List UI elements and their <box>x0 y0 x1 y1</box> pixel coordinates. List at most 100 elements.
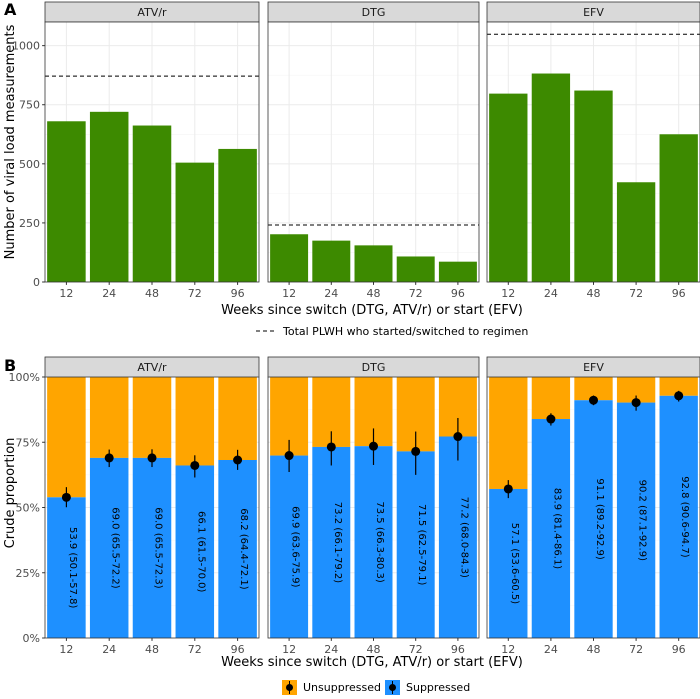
bar-suppressed-0-1 <box>89 457 129 638</box>
x-tick-label: 96 <box>231 643 245 656</box>
bar-label-0-2: 69.0 (65.5-72.3) <box>153 507 164 588</box>
point-estimate-2-3 <box>631 398 641 408</box>
bar-label-1-2: 73.5 (66.3-80.3) <box>374 501 385 582</box>
x-tick-label: 96 <box>672 287 686 300</box>
bar-unsuppressed-0-0 <box>47 377 86 498</box>
panel-a-tag: A <box>4 0 17 19</box>
panel-b-x-axis-title: Weeks since switch (DTG, ATV/r) or start… <box>221 655 523 670</box>
bar-label-1-0: 69.9 (63.6-75.9) <box>290 506 301 587</box>
y-tick-label: 0 <box>33 276 40 289</box>
y-tick-label: 50% <box>16 502 40 515</box>
panel-b-tag: B <box>4 356 16 375</box>
bar-dtg-24 <box>312 240 351 282</box>
x-tick-label: 24 <box>544 287 558 300</box>
bar-unsuppressed-0-1 <box>89 377 129 458</box>
bar-unsuppressed-0-3 <box>175 377 215 466</box>
x-tick-label: 72 <box>629 287 643 300</box>
x-tick-label: 48 <box>587 643 601 656</box>
point-estimate-0-4 <box>233 455 243 465</box>
bar-suppressed-0-2 <box>132 457 172 638</box>
x-tick-label: 12 <box>501 643 515 656</box>
bar-label-2-1: 83.9 (81.4-86.1) <box>551 488 562 569</box>
x-tick-label: 96 <box>451 287 465 300</box>
y-tick-label: 250 <box>19 217 40 230</box>
y-tick-label: 75% <box>16 436 40 449</box>
bar-suppressed-1-1 <box>312 446 351 638</box>
x-tick-label: 12 <box>282 643 296 656</box>
point-estimate-0-1 <box>104 453 114 463</box>
point-estimate-1-3 <box>411 446 421 456</box>
y-tick-label: 1000 <box>12 40 40 53</box>
bar-label-0-1: 69.0 (65.5-72.2) <box>110 507 121 588</box>
x-tick-label: 24 <box>324 643 338 656</box>
facet-strip-label-2: EFV <box>583 6 604 19</box>
x-tick-label: 96 <box>231 287 245 300</box>
x-tick-label: 96 <box>451 643 465 656</box>
x-tick-label: 72 <box>188 643 202 656</box>
x-tick-label: 48 <box>145 643 159 656</box>
bar-efv-24 <box>531 73 571 282</box>
x-tick-label: 72 <box>188 287 202 300</box>
bar-efv-72 <box>616 182 656 282</box>
x-tick-label: 24 <box>102 287 116 300</box>
x-tick-label: 24 <box>544 643 558 656</box>
x-tick-label: 48 <box>367 643 381 656</box>
point-estimate-1-1 <box>326 442 336 452</box>
bar-atvr-72 <box>175 162 215 282</box>
x-tick-label: 12 <box>59 287 73 300</box>
bar-unsuppressed-0-2 <box>132 377 172 458</box>
panel-a: A Number of viral load measurements Week… <box>3 0 700 338</box>
y-tick-label: 750 <box>19 99 40 112</box>
facet-strip-label-1: DTG <box>362 6 386 19</box>
bar-efv-96 <box>659 134 698 282</box>
bar-atvr-96 <box>218 148 257 282</box>
x-tick-label: 48 <box>145 287 159 300</box>
facet-strip-label-2: EFV <box>583 361 604 374</box>
bar-suppressed-1-0 <box>270 455 309 638</box>
x-tick-label: 96 <box>672 643 686 656</box>
bar-unsuppressed-2-1 <box>531 377 571 420</box>
point-estimate-0-3 <box>190 460 200 470</box>
panel-b: B Crude proportion Weeks since switch (D… <box>3 356 700 695</box>
bar-unsuppressed-2-2 <box>574 377 613 401</box>
bar-suppressed-2-0 <box>489 488 528 638</box>
bar-atvr-24 <box>89 111 129 283</box>
facet-strip-label-1: DTG <box>362 361 386 374</box>
point-estimate-1-4 <box>453 432 463 442</box>
x-tick-label: 72 <box>409 287 423 300</box>
bar-unsuppressed-2-0 <box>489 377 528 489</box>
y-tick-label: 500 <box>19 158 40 171</box>
bar-suppressed-1-2 <box>354 446 393 638</box>
point-estimate-0-2 <box>147 453 157 463</box>
bar-efv-12 <box>489 93 528 282</box>
bar-label-0-3: 66.1 (61.5-70.0) <box>195 511 206 592</box>
facet-strip-label-0: ATV/r <box>137 361 167 374</box>
bar-suppressed-2-2 <box>574 400 613 638</box>
bar-label-2-0: 57.1 (53.6-60.5) <box>509 523 520 604</box>
bar-suppressed-0-4 <box>218 459 257 638</box>
y-tick-label: 25% <box>16 567 40 580</box>
y-tick-label: 100% <box>9 371 40 384</box>
facet-strip-label-0: ATV/r <box>137 6 167 19</box>
point-estimate-0-0 <box>61 492 71 502</box>
x-tick-label: 48 <box>367 287 381 300</box>
bar-suppressed-1-3 <box>396 451 435 638</box>
bar-label-2-3: 90.2 (87.1-92.9) <box>637 480 648 561</box>
bar-label-0-0: 53.9 (50.1-57.8) <box>67 527 78 608</box>
x-tick-label: 24 <box>102 643 116 656</box>
bar-label-1-1: 73.2 (66.1-79.2) <box>332 502 343 583</box>
point-estimate-2-2 <box>589 395 598 405</box>
bar-suppressed-2-4 <box>659 395 698 638</box>
legend-suppressed-label: Suppressed <box>406 681 470 694</box>
bar-dtg-96 <box>438 261 477 282</box>
point-estimate-1-0 <box>284 451 294 461</box>
x-tick-label: 24 <box>324 287 338 300</box>
bar-atvr-48 <box>132 125 172 282</box>
bar-dtg-12 <box>270 234 309 282</box>
x-tick-label: 72 <box>409 643 423 656</box>
panel-a-x-axis-title: Weeks since switch (DTG, ATV/r) or start… <box>221 303 523 318</box>
bar-label-1-4: 77.2 (68.0-84.3) <box>458 497 469 578</box>
legend-unsuppressed-label: Unsuppressed <box>303 681 381 694</box>
bar-label-1-3: 71.5 (62.5-79.1) <box>416 504 427 585</box>
